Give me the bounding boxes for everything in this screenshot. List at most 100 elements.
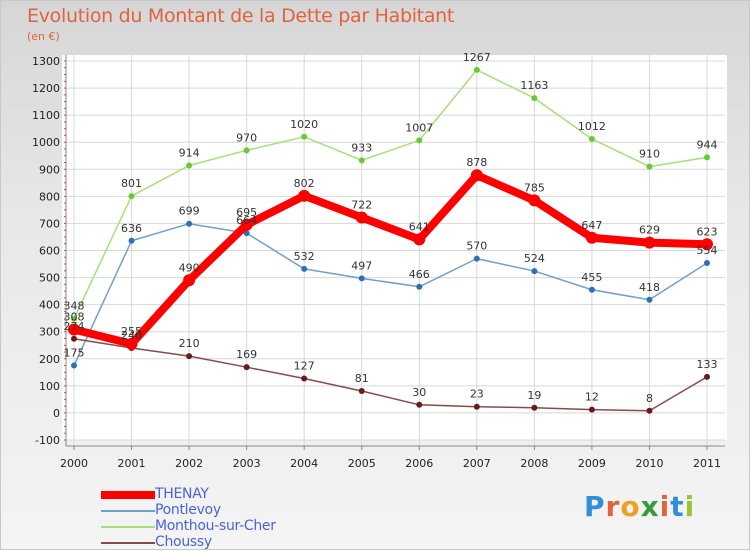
data-label-choussy: 19 — [527, 389, 541, 402]
plot-area — [62, 55, 727, 440]
chart-title: Evolution du Montant de la Dette par Hab… — [27, 5, 455, 27]
logo-letter: o — [620, 490, 641, 523]
series-line-pontlevoy — [73, 222, 708, 367]
logo-letter: i — [659, 490, 671, 523]
x-tick-label: 2011 — [693, 457, 721, 470]
x-tick-label: 2007 — [463, 457, 491, 470]
x-tick-label: 2006 — [405, 457, 433, 470]
x-tick-label: 2003 — [233, 457, 261, 470]
data-point-monthou-sur-cher — [186, 162, 193, 169]
data-label-pontlevoy: 554 — [697, 244, 718, 257]
data-label-choussy: 23 — [470, 388, 484, 401]
legend-label: Monthou-sur-Cher — [155, 518, 276, 534]
data-point-pontlevoy — [588, 286, 595, 293]
data-point-pontlevoy — [71, 362, 77, 369]
series-line-monthou-sur-cher — [73, 69, 708, 320]
data-label-choussy: 8 — [646, 392, 653, 405]
y-tick-label: 1300 — [32, 55, 60, 68]
y-tick-label: 200 — [39, 353, 60, 366]
data-point-pontlevoy — [416, 283, 423, 290]
data-point-choussy — [186, 353, 193, 360]
logo-letter: r — [605, 490, 621, 523]
data-label-thenay: 308 — [64, 311, 85, 324]
data-point-monthou-sur-cher — [416, 137, 423, 144]
data-label-monthou-sur-cher: 1267 — [463, 51, 491, 64]
data-point-choussy — [531, 404, 538, 411]
series-line-choussy — [73, 338, 708, 412]
y-tick-label: 700 — [39, 217, 60, 230]
data-point-choussy — [704, 373, 710, 380]
y-tick-label: 1200 — [32, 82, 60, 95]
data-point-thenay — [240, 218, 253, 231]
x-tick-label: 2010 — [635, 457, 663, 470]
data-label-pontlevoy: 175 — [64, 347, 85, 360]
data-point-thenay — [413, 233, 426, 246]
y-tick-label: 0 — [53, 407, 60, 420]
data-label-choussy: 133 — [697, 358, 718, 371]
data-point-monthou-sur-cher — [588, 135, 595, 142]
data-point-thenay — [528, 194, 541, 207]
data-label-thenay: 647 — [581, 219, 602, 232]
x-tick-label: 2004 — [290, 457, 318, 470]
data-label-choussy: 240 — [121, 329, 142, 342]
data-point-thenay — [183, 274, 196, 287]
data-label-monthou-sur-cher: 910 — [639, 148, 660, 161]
data-label-pontlevoy: 570 — [466, 240, 487, 253]
data-label-pontlevoy: 466 — [409, 268, 430, 281]
legend-label: Pontlevoy — [155, 502, 221, 518]
data-label-monthou-sur-cher: 970 — [236, 131, 257, 144]
x-tick-label: 2009 — [578, 457, 606, 470]
legend-label: THENAY — [155, 486, 209, 502]
data-label-pontlevoy: 524 — [524, 252, 545, 265]
data-point-monthou-sur-cher — [531, 95, 538, 102]
legend-swatch — [101, 510, 155, 512]
data-point-pontlevoy — [128, 237, 135, 244]
data-label-thenay: 722 — [351, 198, 372, 211]
data-label-pontlevoy: 636 — [121, 222, 142, 235]
data-point-choussy — [473, 403, 480, 410]
data-label-thenay: 629 — [639, 224, 660, 237]
legend-swatch — [101, 542, 155, 544]
legend-label: Choussy — [155, 534, 212, 550]
data-label-thenay: 623 — [697, 225, 718, 238]
data-point-pontlevoy — [704, 259, 710, 266]
x-tick-label: 2005 — [348, 457, 376, 470]
data-label-choussy: 81 — [355, 372, 369, 385]
data-point-monthou-sur-cher — [128, 193, 135, 200]
data-point-choussy — [301, 375, 308, 382]
data-label-pontlevoy: 532 — [294, 250, 315, 263]
data-label-choussy: 127 — [294, 360, 315, 373]
data-point-monthou-sur-cher — [71, 315, 77, 322]
data-point-pontlevoy — [301, 265, 308, 272]
data-label-monthou-sur-cher: 1163 — [520, 79, 548, 92]
data-point-monthou-sur-cher — [646, 163, 653, 170]
y-tick-label: 400 — [39, 299, 60, 312]
data-point-thenay — [585, 231, 598, 244]
data-point-pontlevoy — [358, 275, 365, 282]
logo-letter: P — [584, 490, 606, 523]
data-label-choussy: 12 — [585, 391, 599, 404]
data-point-choussy — [588, 406, 595, 413]
logo-letter: t — [670, 490, 685, 523]
data-label-thenay: 695 — [236, 206, 257, 219]
data-label-thenay: 490 — [179, 261, 200, 274]
data-label-thenay: 641 — [409, 220, 430, 233]
data-label-monthou-sur-cher: 1007 — [405, 121, 433, 134]
legend-swatch — [101, 526, 155, 528]
data-label-pontlevoy: 664 — [236, 214, 257, 227]
data-label-choussy: 169 — [236, 348, 257, 361]
data-point-choussy — [71, 335, 77, 342]
logo-letter: x — [640, 490, 660, 523]
y-tick-label: 600 — [39, 245, 60, 258]
y-tick-label: 100 — [39, 380, 60, 393]
data-point-monthou-sur-cher — [704, 154, 710, 161]
data-label-monthou-sur-cher: 933 — [351, 141, 372, 154]
data-point-choussy — [646, 407, 653, 414]
data-point-thenay — [701, 238, 713, 251]
series-line-thenay — [70, 171, 711, 348]
data-point-monthou-sur-cher — [473, 66, 480, 73]
data-label-thenay: 802 — [294, 177, 315, 190]
y-tick-label: 300 — [39, 326, 60, 339]
x-tick-label: 2002 — [175, 457, 203, 470]
